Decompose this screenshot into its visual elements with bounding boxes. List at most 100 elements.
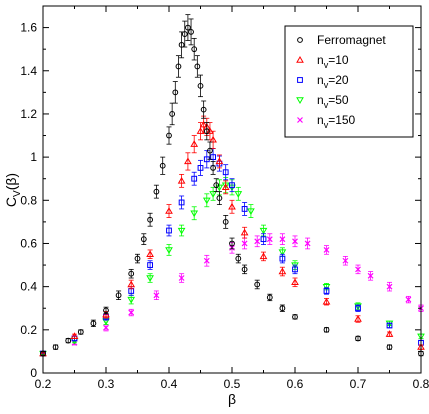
data-point	[127, 280, 136, 288]
data-point	[229, 240, 235, 247]
data-point	[140, 236, 147, 243]
data-point	[279, 255, 286, 262]
x-tick-label: 0.6	[287, 377, 304, 391]
data-point	[260, 236, 267, 243]
data-point	[304, 240, 311, 247]
data-point	[210, 165, 217, 171]
data-point	[279, 305, 286, 312]
data-point	[194, 63, 201, 70]
x-axis-title: β	[228, 391, 236, 407]
data-point	[213, 182, 220, 189]
data-point	[172, 89, 179, 96]
series-n_v=150	[40, 233, 424, 357]
data-point	[209, 191, 217, 198]
data-point	[386, 344, 393, 350]
data-point	[355, 266, 361, 273]
x-tick-label: 0.8	[413, 377, 429, 391]
data-point	[291, 278, 299, 286]
data-point	[203, 257, 210, 264]
data-point	[354, 303, 362, 311]
data-point	[216, 195, 223, 202]
data-point	[292, 313, 298, 320]
legend-label: nv=150	[317, 113, 356, 130]
data-point	[385, 330, 394, 337]
data-point	[191, 46, 198, 53]
data-point	[190, 210, 199, 218]
data-point	[278, 249, 287, 257]
data-point	[202, 197, 211, 205]
data-point	[191, 175, 198, 182]
data-point	[228, 202, 236, 210]
series-Ferromagnet	[40, 14, 424, 357]
data-point	[354, 315, 362, 322]
data-point	[386, 283, 393, 290]
data-point	[166, 227, 172, 234]
data-point	[127, 296, 136, 304]
data-point	[70, 332, 79, 339]
data-point	[146, 250, 154, 257]
data-point	[102, 310, 110, 318]
y-axis-title-suffix: (β)	[3, 173, 19, 190]
data-point	[159, 162, 166, 169]
data-point	[103, 324, 109, 331]
data-point	[200, 106, 207, 113]
data-point	[292, 266, 298, 273]
data-point	[323, 247, 330, 253]
data-point	[222, 218, 229, 225]
y-tick-label: 0.4	[20, 280, 37, 294]
data-point	[222, 169, 229, 176]
legend: Ferromagnet nv=10 nv=20 nv=50 nv=150	[284, 25, 414, 138]
data-point	[178, 275, 185, 281]
data-point	[367, 272, 374, 279]
data-point	[234, 191, 243, 198]
data-point	[77, 329, 84, 335]
data-point	[278, 267, 287, 275]
data-point	[266, 294, 273, 301]
data-point	[279, 236, 286, 243]
legend-marker	[297, 77, 303, 83]
data-point	[147, 262, 153, 268]
data-point	[229, 182, 235, 189]
data-point	[196, 127, 205, 134]
data-point	[134, 255, 141, 262]
data-point	[146, 275, 154, 283]
data-point	[215, 184, 224, 192]
data-point	[128, 309, 135, 316]
legend-label: Ferromagnet	[317, 33, 386, 47]
data-point	[153, 292, 160, 299]
data-point	[266, 236, 273, 243]
legend-label: nv=10	[317, 53, 349, 70]
data-point	[207, 147, 213, 154]
legend-label: nv=20	[317, 73, 349, 90]
data-point	[177, 227, 186, 235]
plot-marks	[39, 14, 425, 358]
y-axis-title-sub: V	[12, 190, 23, 197]
data-point	[181, 31, 188, 37]
data-point	[241, 206, 248, 212]
data-point	[197, 82, 204, 89]
x-tick-label: 0.3	[98, 377, 115, 391]
data-point	[175, 63, 182, 70]
data-point	[355, 305, 361, 312]
data-point	[323, 326, 330, 333]
x-tick-label: 0.4	[161, 377, 178, 391]
data-point	[241, 266, 248, 273]
data-point	[184, 157, 192, 165]
data-point	[147, 216, 154, 223]
x-tick-label: 0.7	[350, 377, 367, 391]
legend-marker	[296, 97, 304, 105]
data-point	[115, 292, 122, 299]
series-n_v=10	[39, 115, 425, 357]
data-point	[355, 335, 361, 342]
data-point	[322, 297, 331, 305]
data-point	[254, 281, 261, 288]
y-tick-label: 1.4	[20, 64, 37, 78]
axes: 0.2 0.3 0.4 0.5 0.6 0.7 0.800.20.40.60.811.21.…	[20, 6, 429, 391]
y-tick-label: 1	[30, 150, 37, 164]
y-tick-label: 1.6	[20, 21, 37, 35]
data-point	[254, 238, 261, 245]
data-point	[65, 337, 72, 344]
legend-marker	[297, 37, 303, 43]
data-point	[385, 320, 394, 328]
